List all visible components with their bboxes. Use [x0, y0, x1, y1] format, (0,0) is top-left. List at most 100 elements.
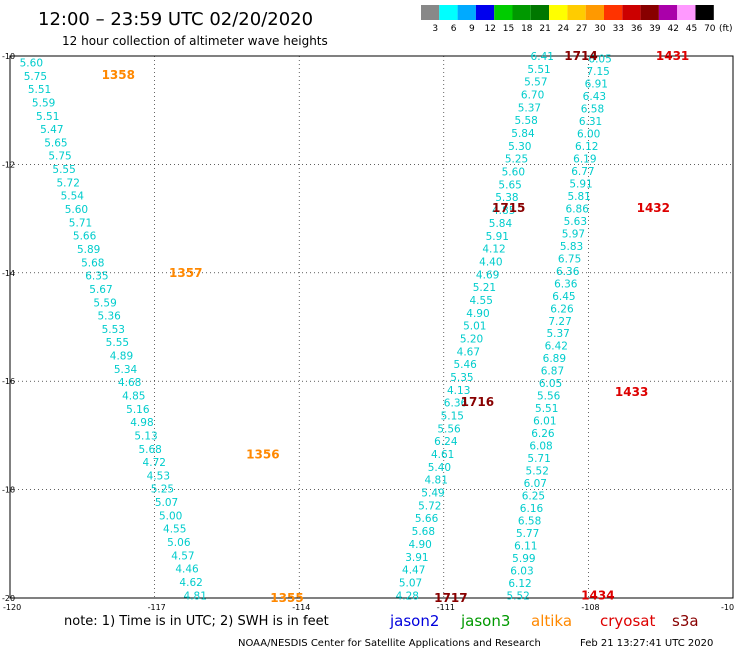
swh-value: 6.58 — [581, 104, 604, 116]
y-tick-label: -18 — [2, 486, 15, 495]
swh-value: 5.38 — [495, 192, 518, 204]
swh-value: 6.41 — [531, 51, 554, 63]
colorbar-swatch — [677, 5, 696, 20]
swh-value: 5.72 — [57, 177, 80, 189]
x-tick-label: -114 — [292, 603, 310, 612]
pass-label: 1434 — [581, 588, 614, 602]
swh-value: 5.71 — [69, 217, 92, 229]
x-tick-label: -10 — [721, 603, 734, 612]
swh-value: 5.67 — [89, 284, 112, 296]
swh-value: 5.59 — [93, 297, 116, 309]
y-tick-label: -16 — [2, 377, 15, 386]
swh-value: 5.53 — [102, 324, 125, 336]
swh-value: 5.06 — [167, 537, 191, 549]
swh-value: 4.72 — [143, 457, 166, 469]
pass-label: 1717 — [434, 591, 467, 605]
swh-value: 5.51 — [535, 403, 558, 415]
swh-value: 5.52 — [526, 466, 549, 478]
x-tick-label: -117 — [148, 603, 166, 612]
pass-label: 1358 — [102, 68, 135, 82]
swh-value: 5.71 — [527, 453, 550, 465]
swh-value: 6.19 — [573, 154, 596, 166]
swh-value: 6.05 — [588, 54, 611, 66]
swh-value: 6.87 — [541, 366, 564, 378]
swh-value: 4.89 — [110, 351, 133, 363]
swh-value: 6.42 — [545, 341, 568, 353]
swh-value: 5.21 — [473, 282, 496, 294]
swh-value: 5.40 — [428, 462, 451, 474]
swh-value: 5.46 — [453, 359, 477, 371]
pass-label: 1433 — [615, 385, 648, 399]
colorbar-label: 39 — [649, 24, 661, 34]
swh-value: 5.60 — [502, 167, 525, 179]
x-tick-label: -108 — [581, 603, 599, 612]
swh-value: 5.57 — [524, 77, 547, 89]
colorbar-label: 45 — [686, 24, 697, 34]
satellite-legend-jason3: jason3 — [460, 612, 510, 630]
swh-value: 5.66 — [415, 513, 439, 525]
grid-lines — [10, 56, 733, 598]
satellite-legend-altika: altika — [531, 612, 572, 630]
colorbar-swatch — [475, 5, 495, 20]
colorbar-label: 9 — [469, 24, 475, 34]
swh-value: 6.12 — [575, 141, 598, 153]
swh-value: 5.75 — [48, 151, 71, 163]
swh-value: 5.35 — [450, 372, 473, 384]
swh-value: 5.49 — [421, 488, 444, 500]
swh-value: 5.25 — [505, 154, 528, 166]
swh-value: 5.51 — [527, 64, 550, 76]
colorbar-label: 30 — [594, 24, 606, 34]
swh-value: 5.65 — [44, 137, 67, 149]
colorbar-swatch — [421, 5, 440, 20]
pass-label: 1715 — [492, 201, 525, 215]
swh-value: 5.60 — [20, 58, 43, 70]
swh-value: 6.25 — [522, 490, 545, 502]
swh-value: 6.36 — [444, 398, 468, 410]
y-tick-label: -12 — [2, 160, 15, 169]
colorbar-label: 18 — [521, 24, 533, 34]
y-tick-label: -14 — [2, 269, 15, 278]
swh-value: 6.01 — [533, 416, 556, 428]
swh-value: 4.81 — [425, 475, 448, 487]
colorbar-swatch — [530, 5, 550, 20]
swh-value: 4.12 — [482, 244, 505, 256]
pass-label: 1356 — [246, 447, 279, 461]
swh-value: 4.46 — [175, 564, 199, 576]
swh-value: 6.24 — [434, 436, 458, 448]
swh-value: 5.75 — [24, 71, 47, 83]
swh-value: 6.86 — [566, 203, 590, 215]
swh-value: 5.01 — [463, 321, 486, 333]
swh-value: 5.65 — [498, 179, 521, 191]
swh-value: 4.68 — [118, 377, 141, 389]
colorbar-label: 21 — [539, 24, 550, 34]
swh-value: 5.60 — [65, 204, 88, 216]
x-tick-label: -120 — [3, 603, 21, 612]
colorbar-label: 42 — [667, 24, 678, 34]
colorbar-swatch — [585, 5, 604, 20]
swh-value: 6.43 — [583, 91, 606, 103]
swh-value: 4.13 — [447, 385, 470, 397]
swh-value: 4.57 — [171, 550, 194, 562]
colorbar-label: 27 — [576, 24, 587, 34]
swh-value: 6.00 — [577, 129, 600, 141]
pass-label: 1716 — [461, 395, 494, 409]
pass-label: 1714 — [564, 49, 597, 63]
swh-value: 5.97 — [562, 228, 585, 240]
swh-value: 5.15 — [441, 411, 464, 423]
credit-text: NOAA/NESDIS Center for Satellite Applica… — [238, 638, 541, 649]
swh-value: 4.62 — [179, 577, 202, 589]
swh-value: 5.25 — [151, 484, 174, 496]
swh-value: 4.61 — [431, 449, 454, 461]
pass-label: 1355 — [270, 591, 303, 605]
swh-value: 6.03 — [510, 565, 533, 577]
swh-value: 4.28 — [396, 590, 419, 602]
swh-value: 6.05 — [539, 378, 562, 390]
satellite-legend-cryosat: cryosat — [600, 612, 655, 630]
swh-value: 5.37 — [518, 102, 541, 114]
swh-value: 5.77 — [516, 528, 539, 540]
swh-value: 5.58 — [514, 115, 537, 127]
chart-subtitle: 12 hour collection of altimeter wave hei… — [62, 34, 328, 48]
swh-value: 5.13 — [134, 430, 157, 442]
swh-value: 5.84 — [489, 218, 513, 230]
